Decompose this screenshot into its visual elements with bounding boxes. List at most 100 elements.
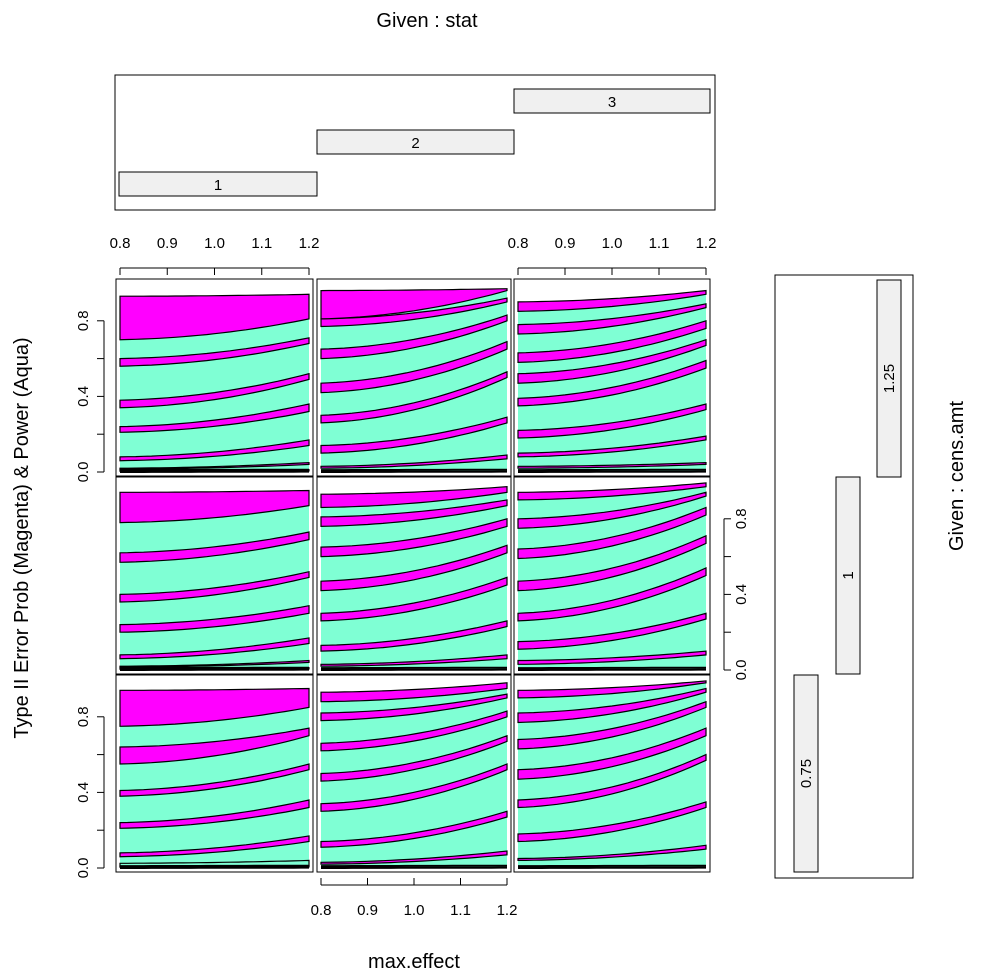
panel-frame <box>513 674 711 873</box>
x-axis-col1: 0.8 0.9 1.0 1.1 1.2 <box>110 235 320 275</box>
panel-stat2-cens1.25 <box>316 278 512 477</box>
error-band-7 <box>320 288 508 320</box>
x-tick-label: 1.0 <box>602 235 623 252</box>
x-axis-col3: 0.8 0.9 1.0 1.1 1.2 <box>508 235 717 275</box>
panel-frame <box>316 476 512 675</box>
error-band-6 <box>119 531 310 563</box>
error-band-5 <box>517 338 707 384</box>
y-axis-row1: 0.0 0.4 0.8 <box>75 706 105 879</box>
error-band-5 <box>320 314 508 360</box>
error-band-7 <box>517 303 707 335</box>
x-tick-label: 1.2 <box>497 902 518 919</box>
y-tick-label: 0.4 <box>733 584 750 605</box>
x-tick-label: 0.8 <box>508 235 529 252</box>
x-tick-label: 0.9 <box>157 235 178 252</box>
error-band-1 <box>320 654 508 667</box>
panel-frame <box>115 278 314 477</box>
error-band-4 <box>320 544 508 592</box>
error-band-8 <box>517 289 707 313</box>
panel-stat3-cens1 <box>513 476 711 675</box>
error-band-4 <box>320 340 508 394</box>
panel-stat1-cens0.75 <box>115 674 314 873</box>
error-band-5 <box>119 570 310 603</box>
error-band-5 <box>320 518 508 558</box>
y-tick-label: 0.0 <box>75 858 92 879</box>
panel-stat3-cens1.25 <box>513 278 711 477</box>
error-band-2 <box>119 461 310 470</box>
x-tick-label: 0.9 <box>555 235 576 252</box>
error-band-1 <box>517 461 707 469</box>
panel-stat2-cens1 <box>316 476 512 675</box>
panel-stat1-cens1.25 <box>115 278 314 477</box>
error-band-2 <box>517 801 707 843</box>
error-band-6 <box>320 693 508 722</box>
cens-bar-1 <box>793 674 819 873</box>
y-axis-row2: 0.0 0.4 0.8 <box>723 508 750 681</box>
error-band-2 <box>320 416 508 454</box>
cens-bar-label: 1 <box>840 571 857 579</box>
x-tick-label: 1.1 <box>649 235 670 252</box>
error-band-4 <box>119 799 310 829</box>
error-band-3 <box>517 753 707 809</box>
x-tick-label: 1.1 <box>251 235 272 252</box>
stat-bars: 1 2 3 <box>118 88 711 197</box>
error-band-3 <box>320 370 508 424</box>
error-band-6 <box>119 337 310 367</box>
error-band-6 <box>320 499 508 528</box>
error-band-3 <box>320 576 508 622</box>
cens-bar-3 <box>876 279 902 478</box>
y-tick-label: 0.8 <box>75 310 92 331</box>
x-tick-label: 1.0 <box>404 902 425 919</box>
error-band-7 <box>119 687 310 727</box>
panel-frame <box>316 674 512 873</box>
error-band-3 <box>517 403 707 439</box>
error-band-7 <box>517 680 707 699</box>
top-title: Given : stat <box>376 10 478 32</box>
error-band-7 <box>320 682 508 703</box>
y-tick-label: 0.8 <box>733 508 750 529</box>
panel-frame <box>115 674 314 873</box>
x-tick-label: 1.2 <box>696 235 717 252</box>
stat-bar-2 <box>316 129 515 155</box>
error-band-1 <box>517 844 707 861</box>
x-tick-label: 1.0 <box>204 235 225 252</box>
error-band-2 <box>517 435 707 458</box>
x-tick-label: 0.9 <box>357 902 378 919</box>
error-band-4 <box>517 534 707 592</box>
error-band-6 <box>517 687 707 724</box>
error-band-7 <box>119 293 310 341</box>
error-band-5 <box>320 710 508 752</box>
error-band-2 <box>320 620 508 652</box>
x-axis-title: max.effect <box>368 951 460 973</box>
error-band-2 <box>517 612 707 650</box>
panel-frame <box>513 476 711 675</box>
y-tick-label: 0.0 <box>733 660 750 681</box>
error-band-1 <box>320 454 508 469</box>
stat-bar-label: 3 <box>608 94 616 111</box>
cens-given-panel <box>774 274 914 879</box>
error-band-4 <box>119 604 310 633</box>
right-title: Given : cens.amt <box>946 401 968 552</box>
y-axis-title: Type II Error Prob (Magenta) & Power (Aq… <box>11 337 33 738</box>
stat-bar-label: 2 <box>411 135 419 152</box>
error-band-4 <box>119 403 310 433</box>
error-band-3 <box>119 439 310 462</box>
error-band-5 <box>119 763 310 797</box>
stat-bar-1 <box>118 171 318 197</box>
error-band-4 <box>320 734 508 782</box>
stat-given-panel <box>114 74 716 211</box>
error-band-4 <box>517 727 707 780</box>
y-axis-row3: 0.0 0.4 0.8 <box>75 310 105 483</box>
error-band-3 <box>517 566 707 622</box>
error-band-1 <box>517 650 707 665</box>
error-band-2 <box>119 659 310 668</box>
panel-stat1-cens1 <box>115 476 314 675</box>
x-tick-label: 1.2 <box>299 235 320 252</box>
stat-bar-label: 1 <box>214 177 222 194</box>
error-band-7 <box>320 486 508 509</box>
y-tick-label: 0.0 <box>75 462 92 483</box>
panel-stat3-cens0.75 <box>513 674 711 873</box>
error-band-3 <box>119 637 310 660</box>
error-band-6 <box>517 491 707 529</box>
error-band-3 <box>119 835 310 858</box>
